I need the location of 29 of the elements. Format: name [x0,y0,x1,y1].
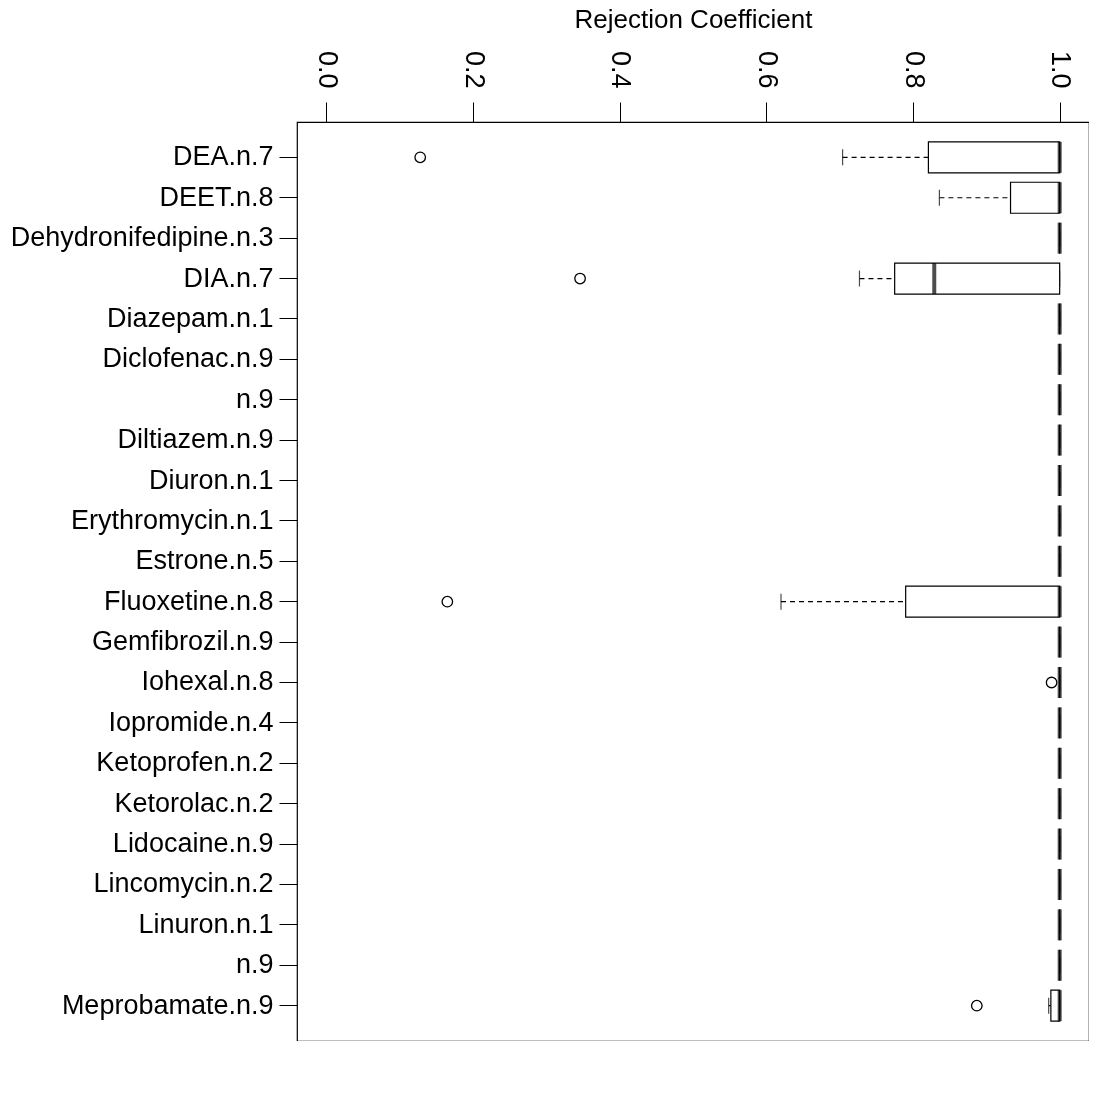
y-tick-label: Erythromycin.n.1 [70,504,274,535]
y-tick-label: Lidocaine.n.9 [112,828,274,859]
x-tick-label: 0.6 [752,50,783,89]
y-tick-label: Fluoxetine.n.8 [103,585,274,616]
x-tick-label: 0.0 [312,50,343,89]
x-tick-label: 0.8 [899,50,930,89]
y-tick-label: Dehydronifedipine.n.3 [10,222,274,253]
y-tick-label: DIA.n.7 [183,262,274,293]
x-axis-title: Rejection Coefficient [574,3,814,34]
y-tick-label: Iohexal.n.8 [141,666,274,697]
x-tick-label: 0.2 [459,50,490,89]
x-tick-label: 1.0 [1046,50,1077,89]
y-tick-label: DEA.n.7 [172,141,274,172]
y-tick-label: n.9 [235,949,274,980]
y-tick-label: Diltiazem.n.9 [117,424,274,455]
y-tick-label: n.9 [235,383,274,414]
y-tick-label: Ketoprofen.n.2 [96,747,274,778]
y-tick-label: Ketorolac.n.2 [114,787,274,818]
y-tick-label: Meprobamate.n.9 [61,989,274,1020]
y-tick-label: Diazepam.n.1 [106,302,274,333]
y-tick-label: Linuron.n.1 [138,908,274,939]
y-tick-label: DEET.n.8 [159,181,274,212]
y-tick-label: Estrone.n.5 [135,545,274,576]
x-tick-label: 0.4 [606,50,637,89]
y-tick-label: Gemfibrozil.n.9 [91,626,274,657]
y-tick-label: Diclofenac.n.9 [102,343,274,374]
y-tick-label: Lincomycin.n.2 [93,868,274,899]
y-tick-label: Iopromide.n.4 [108,706,274,737]
y-tick-label: Diuron.n.1 [148,464,274,495]
